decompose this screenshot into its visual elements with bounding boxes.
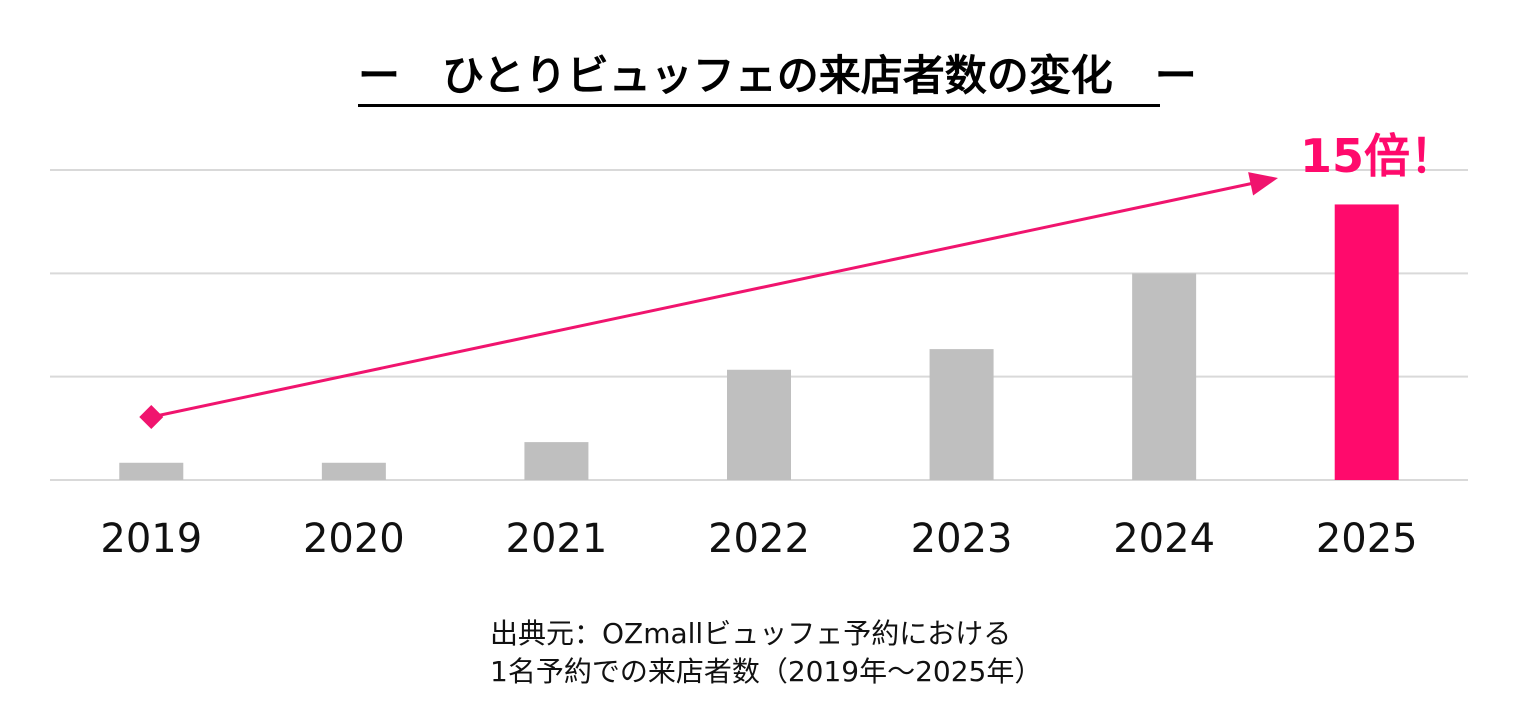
x-tick-label: 2024 bbox=[1113, 516, 1215, 562]
source-note: 出典元：OZmallビュッフェ予約における 1名予約での来店者数（2019年～2… bbox=[490, 615, 1042, 691]
chart-title: ー ひとりビュッフェの来店者数の変化 ー bbox=[358, 52, 1197, 107]
x-axis-labels: 2019 2020 2021 2022 2023 2024 2025 bbox=[100, 516, 1417, 562]
bars bbox=[119, 204, 1399, 480]
bar-2021 bbox=[524, 442, 589, 480]
bar-2025 bbox=[1334, 204, 1399, 480]
bar-2024 bbox=[1132, 273, 1197, 480]
trend-arrow bbox=[139, 172, 1278, 429]
bar-2023 bbox=[929, 349, 994, 480]
x-tick-label: 2023 bbox=[911, 516, 1013, 562]
trend-start-marker bbox=[139, 405, 164, 429]
bar-2019 bbox=[119, 462, 184, 480]
x-tick-label: 2021 bbox=[506, 516, 608, 562]
x-tick-label: 2025 bbox=[1316, 516, 1418, 562]
growth-callout: 15倍！ bbox=[1300, 129, 1457, 183]
bar-2022 bbox=[727, 369, 791, 480]
x-tick-label: 2020 bbox=[303, 516, 405, 562]
x-tick-label: 2019 bbox=[100, 516, 202, 562]
x-tick-label: 2022 bbox=[708, 516, 810, 562]
source-line-2: 1名予約での来店者数（2019年～2025年） bbox=[490, 655, 1043, 688]
bar-2020 bbox=[321, 462, 386, 480]
source-line-1: 出典元：OZmallビュッフェ予約における bbox=[490, 617, 1012, 650]
trend-arrowhead bbox=[1248, 172, 1278, 196]
trend-line bbox=[150, 181, 1255, 419]
